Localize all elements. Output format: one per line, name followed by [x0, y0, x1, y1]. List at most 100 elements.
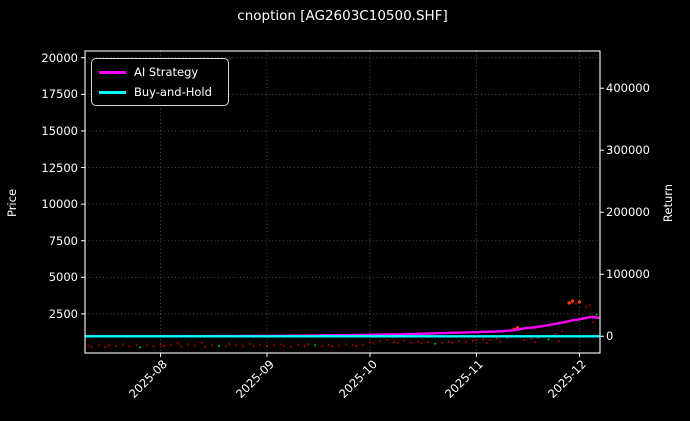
price-dot: [313, 344, 317, 347]
price-dot: [114, 345, 117, 348]
price-dot: [279, 343, 282, 346]
price-dot: [204, 345, 207, 348]
price-dot: [392, 340, 396, 343]
y-tick-label-price: 12500: [41, 160, 78, 175]
price-dot: [145, 344, 148, 347]
price-dot: [451, 341, 454, 344]
price-dot: [567, 301, 571, 305]
price-dot: [283, 344, 286, 347]
price-dot: [241, 345, 245, 348]
price-dot: [554, 333, 557, 336]
price-dot: [159, 343, 162, 346]
price-dot: [138, 346, 142, 349]
price-dot: [87, 344, 90, 347]
y-tick-label-price: 2500: [48, 306, 78, 321]
chart-title: cnoption [AG2603C10500.SHF]: [237, 8, 448, 24]
ai-strategy-line-swatch: [99, 70, 126, 74]
legend: AI Strategy Buy-and-Hold: [91, 58, 229, 106]
price-dot: [152, 345, 155, 348]
price-dot: [458, 340, 461, 343]
y-tick-label-price: 7500: [48, 233, 78, 248]
price-dot: [574, 302, 578, 305]
price-dot: [289, 345, 293, 348]
price-dot: [530, 337, 533, 340]
price-dot: [475, 339, 478, 342]
price-dot: [224, 345, 227, 348]
price-dot: [331, 345, 334, 348]
y-tick-label-price: 10000: [41, 197, 78, 212]
price-dot: [355, 345, 358, 348]
price-dot: [90, 345, 93, 348]
price-dot: [217, 344, 220, 348]
price-dot: [410, 341, 413, 344]
price-dot: [440, 341, 444, 344]
price-dot: [427, 341, 430, 344]
y-tick-label-price: 5000: [48, 270, 78, 285]
price-dot: [234, 344, 238, 347]
price-dot: [272, 344, 275, 347]
price-dot: [210, 343, 214, 347]
y-tick-label-price: 15000: [41, 123, 78, 138]
price-dot: [495, 337, 499, 340]
y-tick-label-return: 100000: [606, 267, 650, 282]
legend-label: Buy-and-Hold: [134, 85, 212, 99]
price-dot: [416, 340, 420, 343]
price-dot: [296, 343, 299, 347]
price-dot: [320, 344, 323, 348]
price-dot: [180, 345, 183, 348]
y-tick-label-return: 200000: [606, 205, 650, 220]
price-dot: [592, 320, 595, 324]
price-dot: [107, 344, 111, 347]
price-dot: [485, 341, 488, 344]
price-dot: [396, 341, 399, 344]
price-dot: [570, 299, 575, 303]
price-dot: [465, 340, 468, 344]
price-dot: [176, 342, 179, 345]
price-dot: [362, 343, 365, 346]
price-dot: [577, 300, 582, 304]
price-dot: [588, 304, 591, 307]
plot-border: [84, 50, 601, 354]
price-dot: [557, 340, 560, 343]
y-tick-label-return: 300000: [606, 143, 650, 158]
price-dot: [248, 342, 251, 345]
price-dot: [228, 342, 231, 346]
price-dot: [97, 343, 100, 346]
price-dot: [386, 338, 389, 342]
legend-item-buy-and-hold: Buy-and-Hold: [99, 84, 220, 100]
price-dot: [337, 344, 341, 347]
price-dot: [368, 341, 372, 344]
price-dot: [489, 339, 492, 342]
buy-and-hold-line-swatch: [99, 90, 126, 94]
price-dot: [372, 342, 375, 345]
y-tick-label-return: 0: [606, 329, 614, 344]
y-axis-label-return: Return: [661, 183, 675, 223]
price-dot: [499, 340, 502, 343]
price-dot: [104, 345, 107, 349]
price-dot: [193, 344, 196, 347]
price-dot: [135, 343, 138, 347]
price-dot: [162, 344, 166, 348]
price-dot: [447, 340, 451, 343]
price-dot: [307, 342, 310, 346]
y-tick-label-return: 400000: [606, 81, 650, 96]
price-dot: [121, 343, 124, 346]
price-dot: [420, 342, 423, 345]
price-dot: [471, 339, 475, 342]
price-dot: [434, 342, 437, 345]
price-dot: [547, 338, 550, 341]
price-dot: [200, 342, 203, 345]
price-dot: [523, 339, 526, 342]
price-dot: [561, 330, 564, 333]
price-dot: [303, 345, 306, 348]
price-dot: [169, 344, 172, 347]
price-dot: [252, 344, 255, 347]
price-dot: [482, 338, 485, 341]
price-dot: [128, 345, 131, 348]
price-dot: [533, 341, 536, 344]
price-dot: [403, 339, 406, 342]
price-dot: [259, 343, 262, 346]
price-dot: [186, 343, 190, 346]
